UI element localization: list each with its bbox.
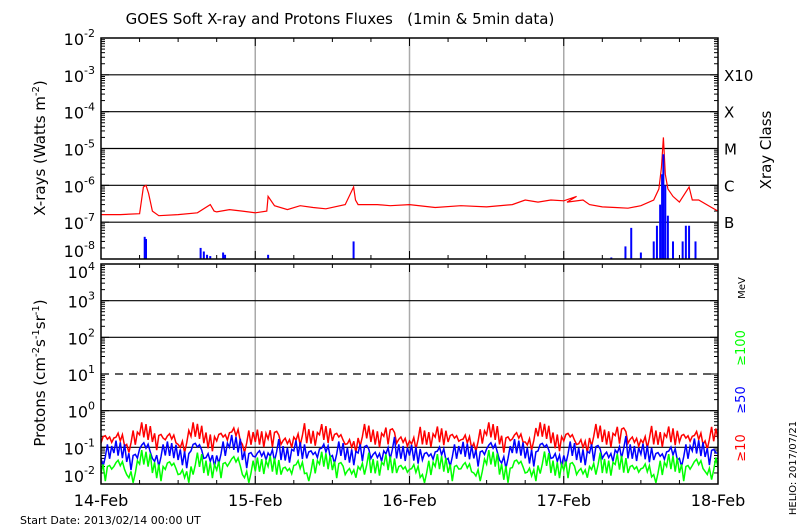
xray-class-axis-label: Xray Class (757, 110, 775, 189)
xray-class-label-C: C (724, 177, 734, 195)
x-tick-label: 15-Feb (228, 491, 282, 510)
y-tick-label: 102 (68, 326, 95, 348)
y-tick-label: 10-2 (64, 27, 95, 49)
y-tick-label: 10-5 (64, 138, 95, 160)
xray-class-label-B: B (724, 214, 734, 232)
xray-panel: 10-2 10-3 10-4 10-5 10-6 10-7 10-8 X10 X MC B (64, 27, 754, 261)
legend-ge100: ≥100 (734, 330, 749, 366)
legend-ge50: ≥50 (734, 386, 749, 413)
plot-frame (100, 263, 719, 485)
xray-class-label-X: X (724, 104, 734, 122)
y-tick-label: 10-1 (64, 436, 95, 458)
series-line-≥10 (101, 422, 718, 453)
proton-y-axis-label: Protons (cm-2s-1sr-1) (31, 299, 49, 446)
proton-panel: 104 103 102 101 100 10-1 10-2 14-Feb 15-Feb 16-Fe… (64, 260, 746, 510)
x-tick-label: 17-Feb (537, 491, 591, 510)
xray-class-label-M: M (724, 141, 737, 159)
y-tick-label: 103 (68, 290, 95, 312)
y-tick-label: 100 (68, 400, 95, 422)
y-tick-label: 10-7 (64, 211, 95, 233)
xray-class-label-X10: X10 (724, 67, 753, 85)
x-tick-label: 16-Feb (382, 491, 436, 510)
y-tick-label: 10-3 (64, 64, 95, 86)
y-tick-label: 101 (68, 363, 95, 385)
start-date-label: Start Date: 2013/02/14 00:00 UT (20, 514, 201, 527)
legend-ge10: ≥10 (734, 434, 749, 461)
x-tick-label: 14-Feb (74, 491, 128, 510)
y-tick-label: 10-8 (64, 239, 95, 261)
series-line-series-0 (101, 137, 718, 217)
series-line-≥100 (101, 449, 718, 483)
x-tick-label: 18-Feb (691, 491, 745, 510)
y-tick-label: 10-6 (64, 174, 95, 196)
xray-y-axis-label: X-rays (Watts m-2) (31, 80, 49, 215)
series-group (101, 422, 718, 483)
plot-frame (100, 37, 719, 260)
chart-title: GOES Soft X-ray and Protons Fluxes (1min… (126, 10, 555, 28)
helio-date-label: HELIO: 2017/07/21 (788, 421, 799, 515)
series-group (101, 137, 718, 259)
y-tick-label: 104 (68, 260, 95, 282)
y-tick-label: 10-2 (64, 464, 95, 486)
y-tick-label: 10-4 (64, 101, 95, 123)
proton-unit-label: MeV (737, 277, 748, 299)
series-line-≥50 (101, 434, 718, 471)
